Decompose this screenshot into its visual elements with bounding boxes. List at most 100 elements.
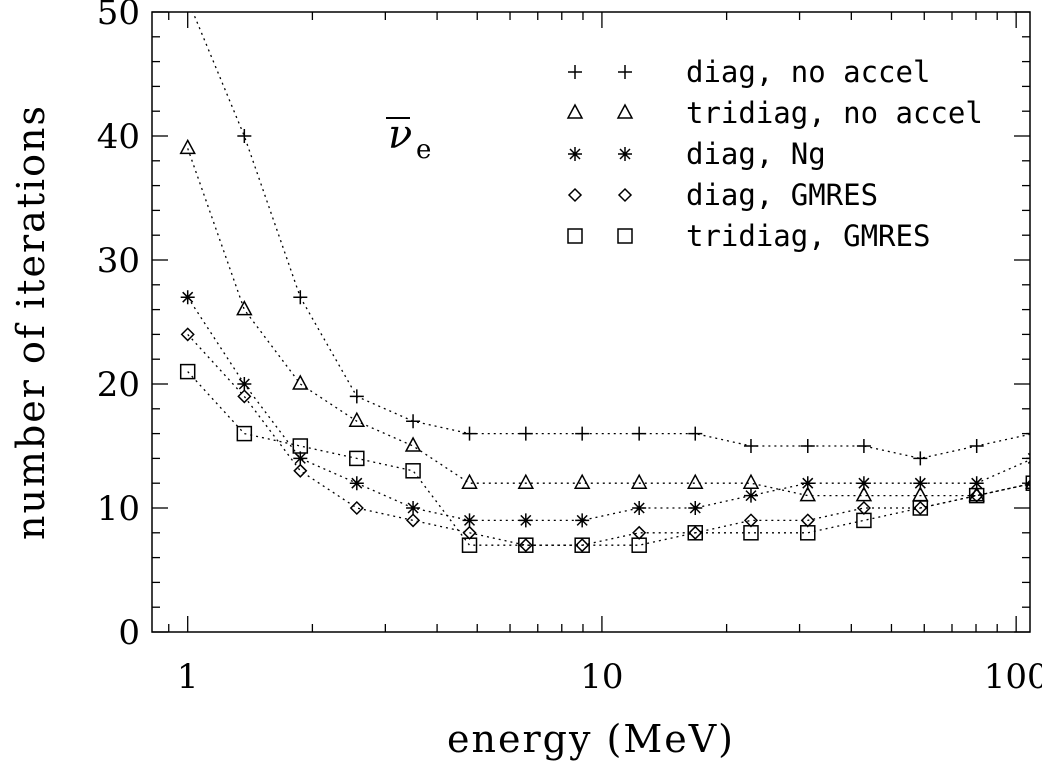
data-point <box>518 538 533 553</box>
data-point <box>912 500 929 516</box>
legend-marker <box>618 147 632 161</box>
data-point <box>800 439 815 453</box>
data-point <box>968 487 985 504</box>
data-point <box>181 0 195 7</box>
data-point <box>632 525 647 540</box>
data-point <box>800 525 816 541</box>
data-point <box>742 473 760 489</box>
legend-marker <box>568 65 582 79</box>
y-tick-label: 40 <box>97 117 140 157</box>
nu-e-annotation: ν e <box>386 112 431 165</box>
series-diamond <box>180 327 1030 553</box>
legend-label: diag, no accel <box>686 55 930 89</box>
data-point <box>518 513 533 528</box>
data-point <box>800 476 815 491</box>
y-tick-label: 50 <box>97 0 140 33</box>
data-point <box>575 513 590 528</box>
data-point <box>913 451 928 466</box>
data-point <box>630 473 648 489</box>
data-point <box>292 374 309 390</box>
data-point <box>573 473 591 489</box>
data-point <box>237 129 252 143</box>
data-point <box>856 500 871 516</box>
legend-label: tridiag, GMRES <box>686 219 930 253</box>
series-layer <box>179 0 1030 553</box>
data-point <box>406 513 421 528</box>
nu-symbol: ν <box>388 112 412 158</box>
data-point <box>518 426 533 441</box>
data-point <box>405 463 421 479</box>
data-point <box>743 488 758 503</box>
legend-marker <box>567 228 583 244</box>
data-point <box>688 525 703 540</box>
data-point <box>856 439 871 453</box>
data-point <box>180 327 195 342</box>
data-point <box>688 501 703 515</box>
data-point <box>856 476 871 491</box>
data-point <box>349 500 364 516</box>
tick-labels-layer: 0 10 20 30 40 50 1 10 100 <box>97 0 1042 697</box>
data-point <box>293 463 308 478</box>
x-tick-label: 1 <box>177 657 199 697</box>
data-point <box>349 476 364 491</box>
legend: diag, no accel tridiag, no accel diag, Ng d… <box>566 55 983 253</box>
legend-marker <box>568 147 582 161</box>
legend-label: tridiag, no accel <box>686 96 983 130</box>
data-point <box>461 473 478 489</box>
data-point <box>404 436 422 452</box>
data-point <box>799 486 817 502</box>
data-point <box>236 300 253 316</box>
y-tick-label: 30 <box>97 241 140 281</box>
legend-item: tridiag, GMRES <box>567 219 930 253</box>
plot-frame <box>151 11 1031 633</box>
data-point <box>406 414 421 429</box>
series-line <box>187 371 1030 546</box>
data-point <box>349 389 364 404</box>
legend-label: diag, GMRES <box>686 178 878 212</box>
data-point <box>237 377 252 391</box>
data-point <box>856 512 872 529</box>
x-axis-title: energy (MeV) <box>447 717 735 761</box>
legend-item: diag, GMRES <box>567 178 878 212</box>
data-point <box>406 501 421 515</box>
data-point <box>462 426 477 441</box>
data-point <box>743 439 758 453</box>
data-point <box>575 426 590 441</box>
series-asterisk <box>180 290 1030 528</box>
data-point <box>180 290 195 305</box>
legend-marker <box>567 187 583 203</box>
series-square <box>179 363 1030 553</box>
data-point <box>293 290 308 305</box>
data-point <box>855 486 873 502</box>
series-line <box>187 148 1030 497</box>
y-tick-label: 20 <box>97 365 140 405</box>
x-tick-label: 100 <box>984 657 1042 697</box>
y-tick-label: 0 <box>118 613 140 653</box>
data-point <box>913 500 928 516</box>
data-point <box>631 537 647 553</box>
data-point <box>293 451 308 466</box>
x-tick-label: 10 <box>580 657 623 697</box>
data-point <box>743 525 759 541</box>
data-point <box>687 525 704 541</box>
data-point <box>688 426 703 441</box>
data-point <box>237 389 252 404</box>
y-axis-title: number of iterations <box>9 104 53 540</box>
data-point <box>969 488 984 503</box>
data-point <box>292 438 309 454</box>
data-point <box>236 425 253 442</box>
data-point <box>518 537 534 553</box>
data-point <box>179 363 196 380</box>
data-point <box>969 476 984 491</box>
series-plus <box>181 0 1030 466</box>
data-point <box>575 538 590 553</box>
legend-item: tridiag, no accel <box>566 96 983 130</box>
data-point <box>687 473 704 489</box>
ticks-layer <box>152 11 1030 633</box>
y-tick-label: 10 <box>97 489 140 529</box>
series-line <box>187 296 1030 522</box>
series-triangle <box>179 138 1030 502</box>
data-point <box>913 476 928 491</box>
legend-marker <box>616 103 634 119</box>
